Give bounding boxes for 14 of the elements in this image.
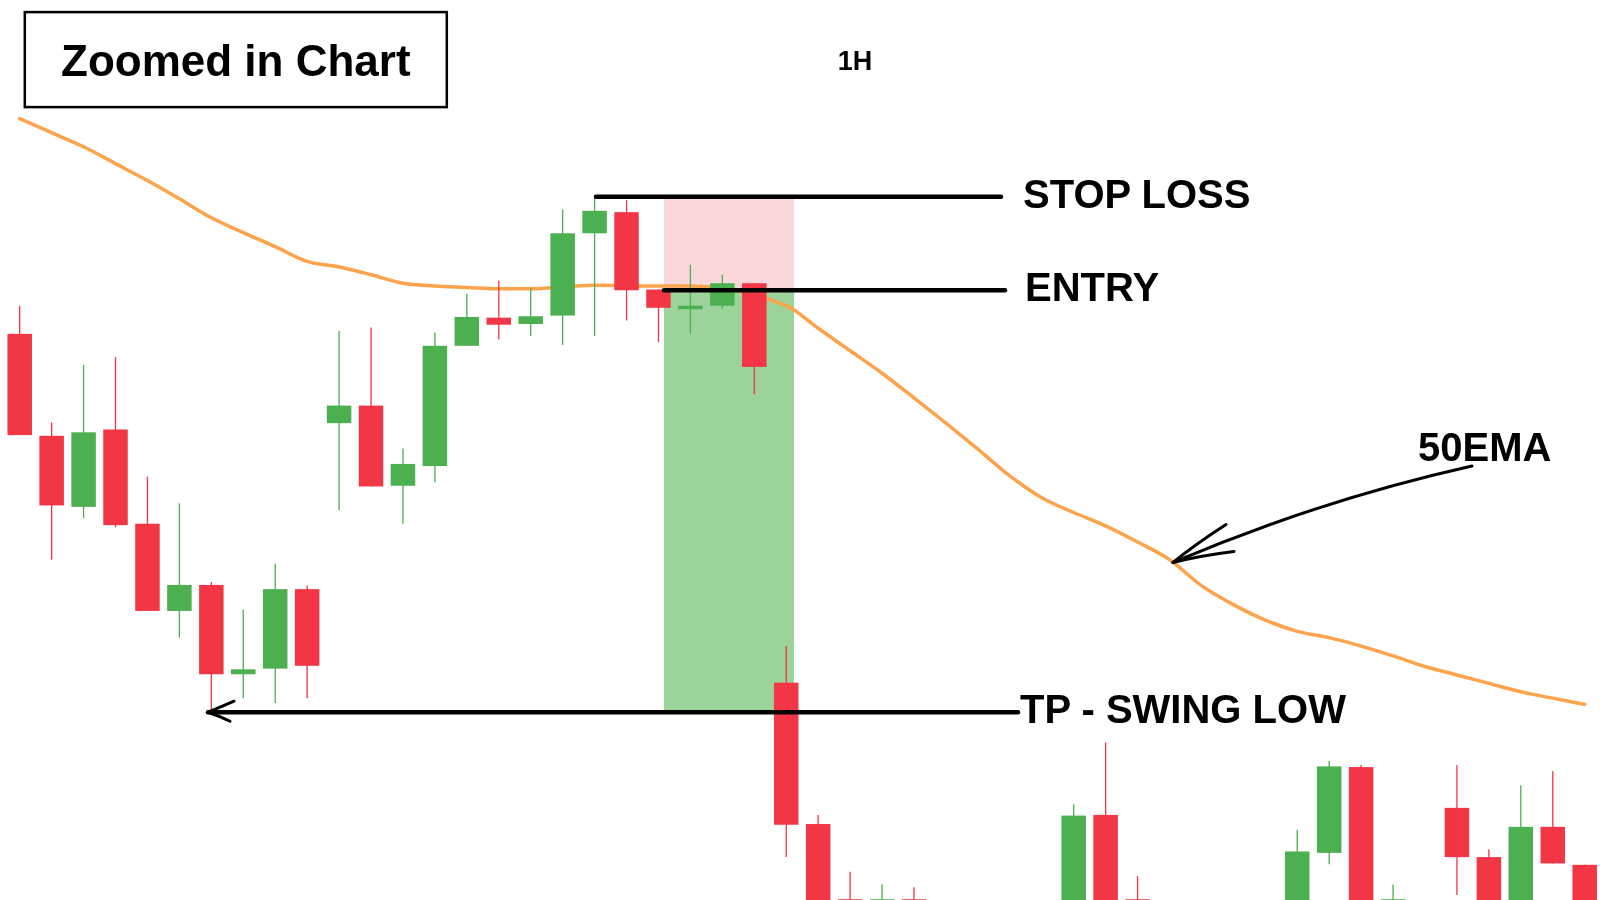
candlestick [900,886,927,900]
candlestick [837,871,864,900]
candlestick [326,330,352,512]
candlestick [1380,883,1407,900]
candlestick [231,608,256,699]
annotation: 50EMA [1418,425,1552,469]
candlestick [486,279,512,341]
chart-title: Zoomed in Chart [61,35,411,85]
candlestick [1124,875,1151,900]
ref-line-label: TP - SWING LOW [1020,687,1347,732]
ref-line-label: STOP LOSS [1023,171,1251,216]
candlestick [869,883,896,900]
ref-line-label: ENTRY [1025,265,1160,310]
chart-subtitle: 1H [837,46,873,76]
